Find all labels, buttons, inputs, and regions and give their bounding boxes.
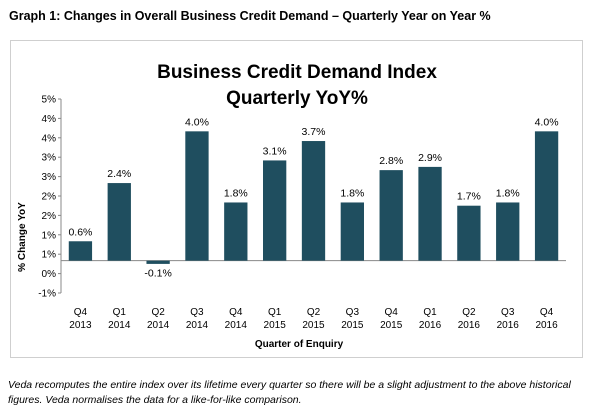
x-tick-label-year: 2014 — [108, 320, 131, 331]
data-label: 1.8% — [340, 187, 364, 199]
bar — [185, 131, 209, 261]
bar — [301, 141, 326, 261]
chart-frame: Business Credit Demand Index Quarterly Y… — [10, 40, 583, 358]
bar — [457, 205, 481, 261]
x-tick-label-quarter: Q2 — [307, 307, 321, 318]
x-tick-label-quarter: Q1 — [268, 307, 282, 318]
bar — [379, 170, 403, 261]
bar — [224, 202, 248, 261]
x-tick-label-year: 2014 — [186, 320, 209, 331]
x-tick-label-quarter: Q3 — [190, 307, 204, 318]
bar — [496, 202, 520, 261]
x-tick-label-quarter: Q4 — [540, 307, 554, 318]
bar-chart: Business Credit Demand Index Quarterly Y… — [17, 62, 566, 350]
data-label: 2.9% — [418, 152, 442, 164]
data-label: 3.7% — [302, 126, 326, 138]
x-tick-label-year: 2015 — [341, 320, 364, 331]
x-tick-label-quarter: Q1 — [113, 307, 127, 318]
x-tick-label-year: 2015 — [264, 320, 287, 331]
x-axis-label: Quarter of Enquiry — [255, 339, 344, 350]
y-tick-label: 3% — [42, 172, 57, 183]
bar — [534, 131, 559, 261]
footnote: Veda recomputes the entire index over it… — [8, 379, 571, 406]
x-tick-label-year: 2016 — [458, 320, 481, 331]
data-label: 1.8% — [224, 187, 248, 199]
data-label: 4.0% — [185, 116, 209, 128]
plot-area: -1% 0% 1% 1% 2% 2% 3% 3% 4% 4% 5% 0.6% Q4 2013 2.4% Q1 2… — [38, 95, 566, 331]
x-tick-label-year: 2016 — [419, 320, 442, 331]
bar — [68, 241, 93, 261]
y-tick-label: 5% — [42, 95, 57, 106]
x-tick-label-year: 2015 — [380, 320, 403, 331]
data-label: 4.0% — [535, 116, 559, 128]
chart-title: Business Credit Demand Index — [157, 62, 437, 83]
x-tick-label-quarter: Q4 — [229, 307, 243, 318]
y-tick-label: 2% — [42, 192, 57, 203]
x-tick-label-quarter: Q1 — [423, 307, 437, 318]
x-tick-label-year: 2015 — [302, 320, 325, 331]
y-tick-label: 4% — [42, 114, 57, 125]
graph-caption: Graph 1: Changes in Overall Business Cre… — [9, 9, 491, 23]
x-tick-label-quarter: Q2 — [462, 307, 476, 318]
bar — [340, 202, 364, 261]
data-label: 1.7% — [457, 191, 481, 203]
chart-subtitle: Quarterly YoY% — [226, 88, 368, 109]
data-label: 2.8% — [379, 155, 403, 167]
bar — [418, 166, 442, 261]
x-tick-label-quarter: Q2 — [151, 307, 165, 318]
x-tick-label-year: 2016 — [497, 320, 520, 331]
y-tick-label: 2% — [42, 211, 57, 222]
x-tick-label-year: 2014 — [147, 320, 170, 331]
bar — [263, 160, 287, 261]
x-tick-label-quarter: Q3 — [501, 307, 515, 318]
y-tick-label: 0% — [42, 269, 57, 280]
bar — [107, 183, 131, 261]
x-tick-label-quarter: Q4 — [74, 307, 88, 318]
x-tick-label-year: 2014 — [225, 320, 248, 331]
y-tick-label: 4% — [42, 133, 57, 144]
y-axis-label: % Change YoY — [17, 202, 28, 272]
data-label: -0.1% — [144, 268, 171, 280]
data-label: 3.1% — [263, 145, 287, 157]
y-tick-label: 1% — [42, 250, 57, 261]
data-label: 1.8% — [496, 187, 520, 199]
x-tick-label-quarter: Q3 — [346, 307, 360, 318]
data-label: 2.4% — [107, 168, 131, 180]
data-label: 0.6% — [68, 226, 92, 238]
y-tick-label: 3% — [42, 153, 57, 164]
x-tick-label-year: 2016 — [535, 320, 558, 331]
y-tick-label: 1% — [42, 230, 57, 241]
x-tick-label-year: 2013 — [69, 320, 92, 331]
x-tick-label-quarter: Q4 — [385, 307, 399, 318]
y-tick-label: -1% — [38, 289, 56, 300]
bar — [146, 260, 170, 264]
